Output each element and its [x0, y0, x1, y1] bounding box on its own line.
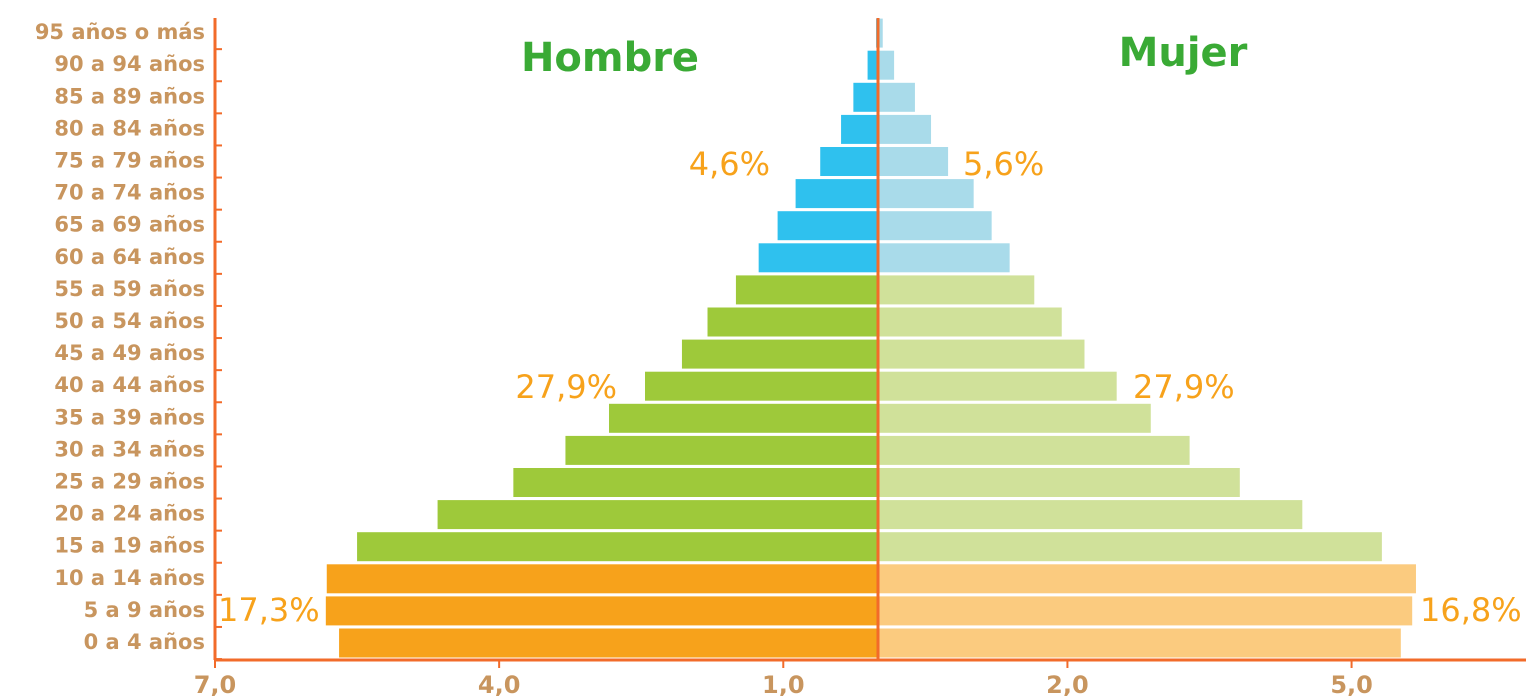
y-tick-label: 5 a 9 años [84, 598, 205, 622]
bar [513, 468, 878, 497]
bar [878, 18, 883, 48]
bar [841, 114, 878, 144]
bar [878, 468, 1240, 497]
y-tick-label: 50 a 54 años [54, 309, 205, 333]
x-tick-label: 7,0 [194, 671, 237, 696]
bar [326, 564, 879, 594]
y-tick-label: 25 a 29 años [54, 470, 205, 494]
bar [878, 371, 1117, 401]
group-label: 16,8% [1420, 591, 1522, 629]
bar [878, 435, 1190, 465]
y-tick-label: 15 a 19 años [54, 534, 205, 558]
x-tick-label: 5,0 [1330, 671, 1373, 696]
bar [795, 179, 878, 209]
bar [878, 211, 992, 241]
bar [878, 403, 1151, 433]
bar [878, 50, 895, 80]
y-tick-label: 85 a 89 años [54, 84, 205, 108]
bar [565, 435, 878, 465]
y-tick-label: 20 a 24 años [54, 502, 205, 526]
group-label: 17,3% [218, 591, 320, 629]
group-label: 5,6% [963, 145, 1044, 183]
x-tick-label: 1,0 [762, 671, 805, 696]
bar [325, 596, 879, 626]
group-label: 4,6% [689, 145, 770, 183]
bar [645, 371, 878, 401]
bar [878, 114, 932, 144]
x-tick-label: 4,0 [478, 671, 521, 696]
bar [878, 307, 1062, 337]
bar [878, 147, 949, 176]
bar [878, 179, 974, 209]
y-tick-label: 0 a 4 años [84, 630, 205, 654]
bar [878, 628, 1401, 658]
y-tick-label: 60 a 64 años [54, 245, 205, 269]
y-tick-label: 65 a 69 años [54, 213, 205, 237]
y-tick-label: 55 a 59 años [54, 277, 205, 301]
bar [878, 82, 915, 112]
y-tick-label: 80 a 84 años [54, 116, 205, 140]
y-tick-label: 70 a 74 años [54, 181, 205, 205]
y-tick-label: 90 a 94 años [54, 52, 205, 76]
bar [357, 532, 879, 562]
y-tick-label: 30 a 34 años [54, 437, 205, 461]
bar [878, 275, 1035, 305]
bar [609, 403, 878, 433]
bar [878, 243, 1010, 273]
series-title: Hombre [521, 35, 699, 81]
y-tick-label: 45 a 49 años [54, 341, 205, 365]
bar [437, 500, 878, 530]
y-tick-label: 10 a 14 años [54, 566, 205, 590]
bar [878, 532, 1382, 562]
bar [878, 564, 1416, 594]
bar [853, 82, 878, 112]
group-label: 27,9% [515, 368, 617, 406]
bar [878, 339, 1085, 369]
bar [339, 628, 879, 658]
bar [735, 275, 878, 305]
bar [878, 500, 1303, 530]
x-tick-label: 2,0 [1046, 671, 1089, 696]
bar [707, 307, 878, 337]
y-tick-label: 40 a 44 años [54, 373, 205, 397]
y-tick-label: 75 a 79 años [54, 149, 205, 173]
bar [867, 50, 878, 80]
y-tick-label: 35 a 39 años [54, 405, 205, 429]
y-tick-label: 95 años o más [35, 20, 205, 44]
bar [777, 211, 878, 241]
bar [820, 147, 878, 176]
bar [758, 243, 878, 273]
bar [878, 596, 1413, 626]
bar [681, 339, 878, 369]
group-label: 27,9% [1133, 368, 1235, 406]
series-title: Mujer [1119, 30, 1248, 76]
